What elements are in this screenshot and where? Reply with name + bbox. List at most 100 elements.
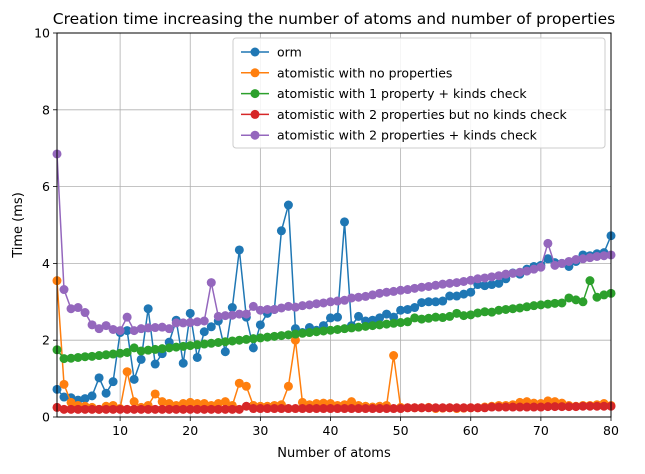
series-1-point (333, 312, 343, 322)
series-5-point (311, 299, 321, 309)
series-4-point (241, 401, 251, 411)
series-4-point (599, 401, 609, 411)
series-5-point (164, 324, 174, 334)
series-5-point (508, 268, 518, 278)
series-5-point (599, 251, 609, 261)
series-1-point (234, 245, 244, 255)
series-4-point (438, 403, 448, 413)
series-4-point (585, 401, 595, 411)
series-5-point (585, 253, 595, 263)
series-3-point (340, 324, 350, 334)
series-3-point (220, 337, 230, 347)
chart-title: Creation time increasing the number of a… (53, 10, 615, 28)
series-4-point (431, 403, 441, 413)
y-axis-label: Time (ms) (11, 192, 26, 259)
series-3-point (255, 333, 265, 343)
series-5-point (234, 309, 244, 319)
series-3-point (283, 330, 293, 340)
series-5-point (417, 282, 427, 292)
series-5-point (150, 323, 160, 333)
series-3-point (234, 335, 244, 345)
series-5-point (318, 298, 328, 308)
series-3-point (396, 318, 406, 328)
series-1-point (192, 352, 202, 362)
series-5-point (424, 281, 434, 291)
series-5-point (529, 264, 539, 274)
series-1-point (59, 392, 69, 402)
series-3-point (361, 321, 371, 331)
series-5-point (178, 318, 188, 328)
series-5-point (571, 255, 581, 265)
series-5-point (410, 283, 420, 293)
series-5-point (403, 285, 413, 295)
series-3-point (592, 292, 602, 302)
legend: orm atomistic with no properties atomistic… (232, 37, 606, 149)
series-5-point (220, 311, 230, 321)
series-3-point (248, 334, 258, 344)
series-2-point (150, 389, 160, 399)
series-4-point (150, 404, 160, 414)
series-4-point (536, 402, 546, 412)
series-3-point (164, 343, 174, 353)
series-2-point (157, 397, 167, 407)
series-4-point (487, 402, 497, 412)
series-5-point (283, 301, 293, 311)
series-4-point (157, 404, 167, 414)
series-5-point (157, 322, 167, 332)
series-3-point (480, 307, 490, 317)
series-1-point (431, 297, 441, 307)
series-5-point (375, 288, 385, 298)
series-5-point (255, 305, 265, 315)
series-4-point (206, 404, 216, 414)
series-5-point (115, 326, 125, 336)
series-4-point (480, 403, 490, 413)
series-3-point (150, 344, 160, 354)
series-4-point (515, 402, 525, 412)
series-5-point (438, 279, 448, 289)
series-3-point (59, 354, 69, 364)
series-5-point (382, 287, 392, 297)
series-5-point (59, 285, 69, 295)
series-4-point (445, 403, 455, 413)
series-1-point (150, 359, 160, 369)
series-1-point (80, 394, 90, 404)
series-5-point (578, 254, 588, 264)
series-4-point (368, 404, 378, 414)
series-3-point (487, 307, 497, 317)
series-5-point (143, 323, 153, 333)
y-tick-label: 0 (42, 410, 50, 425)
series-4-point (283, 404, 293, 414)
series-1-point (136, 354, 146, 364)
series-3-point (136, 346, 146, 356)
series-5-point (361, 291, 371, 301)
series-4-point (311, 404, 321, 414)
series-3-point (571, 295, 581, 305)
series-4-point (66, 404, 76, 414)
series-4-point (578, 401, 588, 411)
series-2-point (185, 397, 195, 407)
series-3-point (417, 314, 427, 324)
x-tick-label: 50 (393, 423, 409, 438)
series-3-point (227, 336, 237, 346)
series-3-point (445, 311, 455, 321)
x-tick-label: 20 (182, 423, 198, 438)
series-2-point (59, 379, 69, 389)
series-1-point (199, 327, 209, 337)
series-3-point (290, 329, 300, 339)
series-5-point (340, 295, 350, 305)
series-4-point (403, 403, 413, 413)
series-4-point (199, 404, 209, 414)
series-1-point (283, 200, 293, 210)
x-tick-label: 30 (252, 423, 268, 438)
series-2-point (241, 381, 251, 391)
series-3-point (578, 297, 588, 307)
series-5-point (101, 321, 111, 331)
series-1-point (143, 304, 153, 314)
y-tick-label: 6 (42, 179, 50, 194)
legend-marker (250, 47, 260, 57)
series-4-point (101, 404, 111, 414)
y-tick-label: 8 (42, 102, 50, 117)
series-3-point (108, 349, 118, 359)
series-3-point (87, 351, 97, 361)
